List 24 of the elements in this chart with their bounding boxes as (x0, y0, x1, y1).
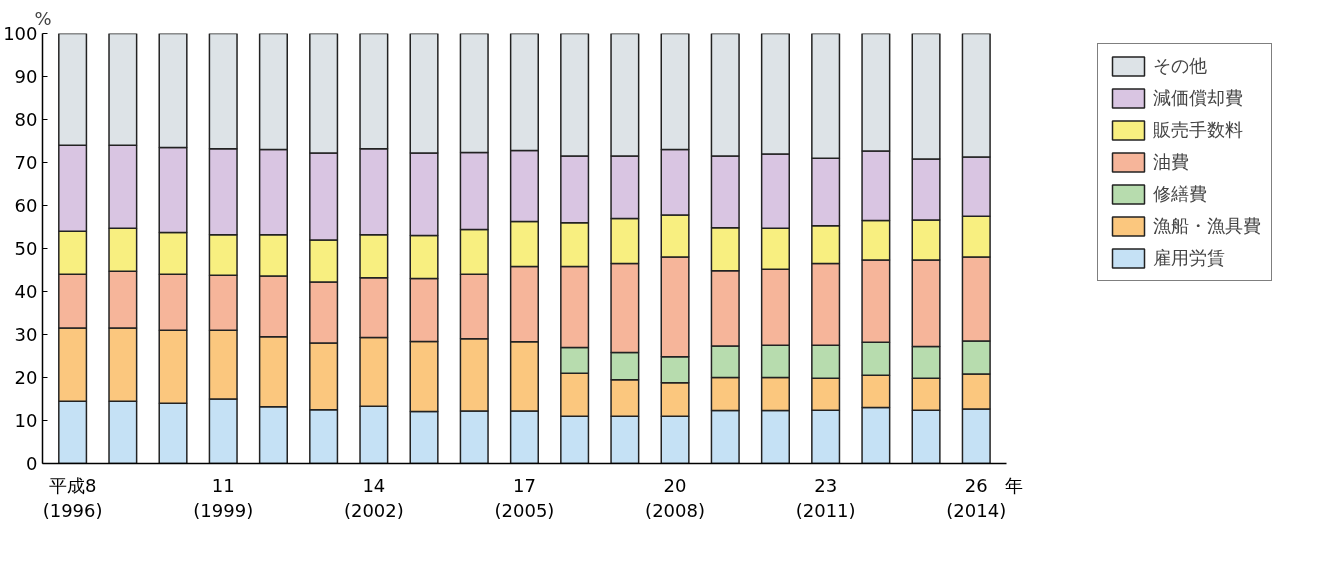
x-axis-title: 年 (1004, 474, 1023, 496)
y-tick-label: 10 (14, 410, 38, 431)
legend-label: その他 (1153, 54, 1207, 78)
y-tick-label: 50 (14, 238, 38, 259)
legend-label: 漁船・漁具費 (1153, 214, 1261, 238)
y-tick-label: 60 (14, 195, 38, 216)
y-tick-label: 20 (14, 367, 38, 388)
x-tick-label: 14 (2002) (343, 474, 404, 521)
y-tick-label: 30 (14, 324, 38, 345)
y-tick-label: 70 (14, 152, 38, 173)
legend-label: 雇用労賃 (1153, 246, 1225, 270)
x-tick-label: 23 (2011) (795, 474, 856, 521)
legend-label: 販売手数料 (1153, 118, 1243, 142)
legend-label: 油費 (1153, 150, 1189, 174)
legend-label: 減価償却費 (1153, 86, 1243, 110)
x-tick-label: 平成8 (1996) (42, 474, 103, 521)
x-tick-label: 20 (2008) (645, 474, 705, 521)
y-tick-label: 90 (14, 66, 38, 87)
x-tick-label: 17 (2005) (494, 474, 555, 521)
x-tick-label: 11 (1999) (193, 474, 254, 521)
y-tick-label: 0 (26, 453, 38, 474)
y-tick-label: 40 (14, 281, 38, 302)
legend-label: 修繕費 (1153, 182, 1207, 206)
y-tick-label: 80 (14, 109, 38, 130)
